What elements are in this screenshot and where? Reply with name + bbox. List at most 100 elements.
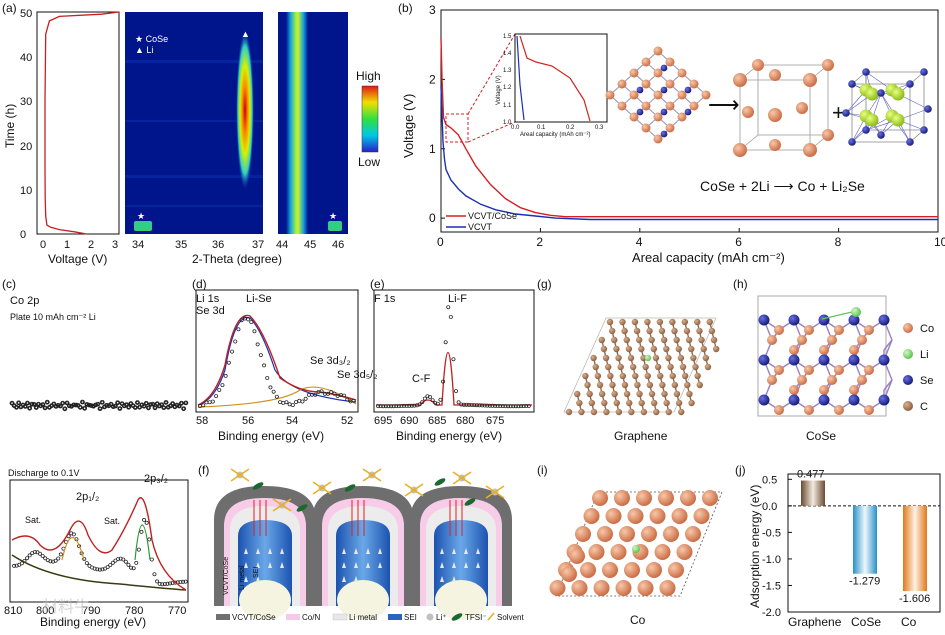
x-tick-label: 6 [735,235,742,249]
se-atom [758,314,770,326]
li-ion-icon [426,613,434,621]
time-tick: 0 [20,229,26,241]
xps-subtitle-top: Plate 10 mAh cm⁻² Li [10,312,96,322]
li-atom [924,105,932,113]
se-atom [848,314,860,326]
graphene-caption: Graphene [614,429,668,443]
c-atom [634,381,641,389]
se-atom [891,87,905,101]
li-ion [378,562,382,568]
inset-y-ticks: 1.0 1.1 1.2 1.3 1.4 1.5 [503,34,512,126]
co-atom [641,57,651,67]
co-atom [857,335,867,345]
co-cell-outline [555,491,723,597]
colorbar-high: High [356,69,381,83]
co-atom [864,365,874,375]
co-atom [659,580,676,596]
c-atom [688,345,695,353]
c-atom [686,390,693,398]
bar-value-label: 0.477 [797,469,825,481]
side-label: Li metal [239,565,246,590]
inset-tick: 0.2 [566,125,575,131]
co-atom [629,112,639,122]
se-atom [788,394,800,406]
substrate-peak-stripe [286,12,308,234]
inset-tick: 1.3 [503,68,512,74]
peak-label: Sat. [104,516,120,526]
se-atom [818,354,830,366]
legend-co-icon [903,323,913,333]
xps-bottom-points [12,517,188,587]
zoom-line [467,33,516,115]
li-ion [342,562,346,568]
c-atom [688,399,695,407]
legend-li: ▲ Li [135,45,153,55]
xps-title: Li 1s [196,293,220,305]
y-tick-label: -0.5 [762,527,781,539]
curve-vcvt [440,86,938,221]
c-atom [611,390,618,398]
svg-text:58: 58 [196,415,208,427]
c-atom [663,399,670,407]
c-atom [671,327,678,335]
li-ion [244,562,248,568]
c-atom [702,354,710,362]
co-atom [610,544,627,560]
co-atom [857,375,867,385]
li-atom [877,131,885,139]
c-atom [607,372,614,380]
li-atom [920,126,928,134]
co-atom [641,79,651,89]
co-atom [617,101,627,111]
panel-i: (i) Co [537,463,723,627]
panel-f: (f) VCVT/CoSe Li metal SEI VCVT/CoSe Co/… [198,463,524,622]
category-label: Co [901,615,917,629]
inset-tick: 1.1 [503,103,512,109]
se-atom [878,354,890,366]
co-atom [653,46,663,56]
c-atom [648,336,655,344]
c-atom [586,390,593,398]
panel-h-label: (h) [733,277,748,291]
c-atom [665,408,672,416]
co-atom [693,508,710,524]
co-se-bond [883,379,893,391]
li-ion [354,548,358,554]
c-atom [659,381,666,389]
panel-b-frame [440,9,939,233]
x-tick-label: 2 [536,235,543,249]
voltage-tick: 3 [112,239,118,251]
legend-item: TFSI⁻ [465,613,487,622]
cose-slab-structure [758,307,893,415]
time-tick: 30 [20,96,32,108]
c-atom [654,363,662,371]
co-atom [663,526,679,542]
c-atom [636,390,643,398]
c-atom [600,345,608,353]
tfsi-anion [344,484,356,492]
se-atom [865,87,879,101]
peak-label: Se 3d₅/₂ [337,369,378,381]
c-atom [681,372,689,380]
co-atom [671,508,688,524]
peak-label: 2p₃/₂ [144,473,168,485]
c-atom [621,327,628,335]
legend-se: Se [920,375,933,387]
binding-energy-label-d: Binding energy (eV) [218,429,324,443]
co-atom [653,112,663,122]
voltage-time-frame [36,11,120,235]
c-atom [598,336,605,344]
se-atom [891,113,905,127]
c-atom [613,399,620,407]
c-atom [690,354,697,362]
xps-title: Co 2p [10,295,39,307]
binding-energy-label-c: Binding energy (eV) [40,615,146,629]
inset-curve-vcvt-cose [519,35,591,122]
zoom-line [467,121,516,143]
c-atom [578,408,585,416]
theta-tick: 45 [304,239,316,251]
co-atom [834,325,844,335]
inset-tick: 0.1 [537,125,546,131]
panel-b-x-label: Areal capacity (mAh cm⁻²) [632,250,785,265]
panel-b: (b) 0 2 4 6 8 10 0 1 2 3 Voltage (V) Areal capaci… [398,1,945,265]
